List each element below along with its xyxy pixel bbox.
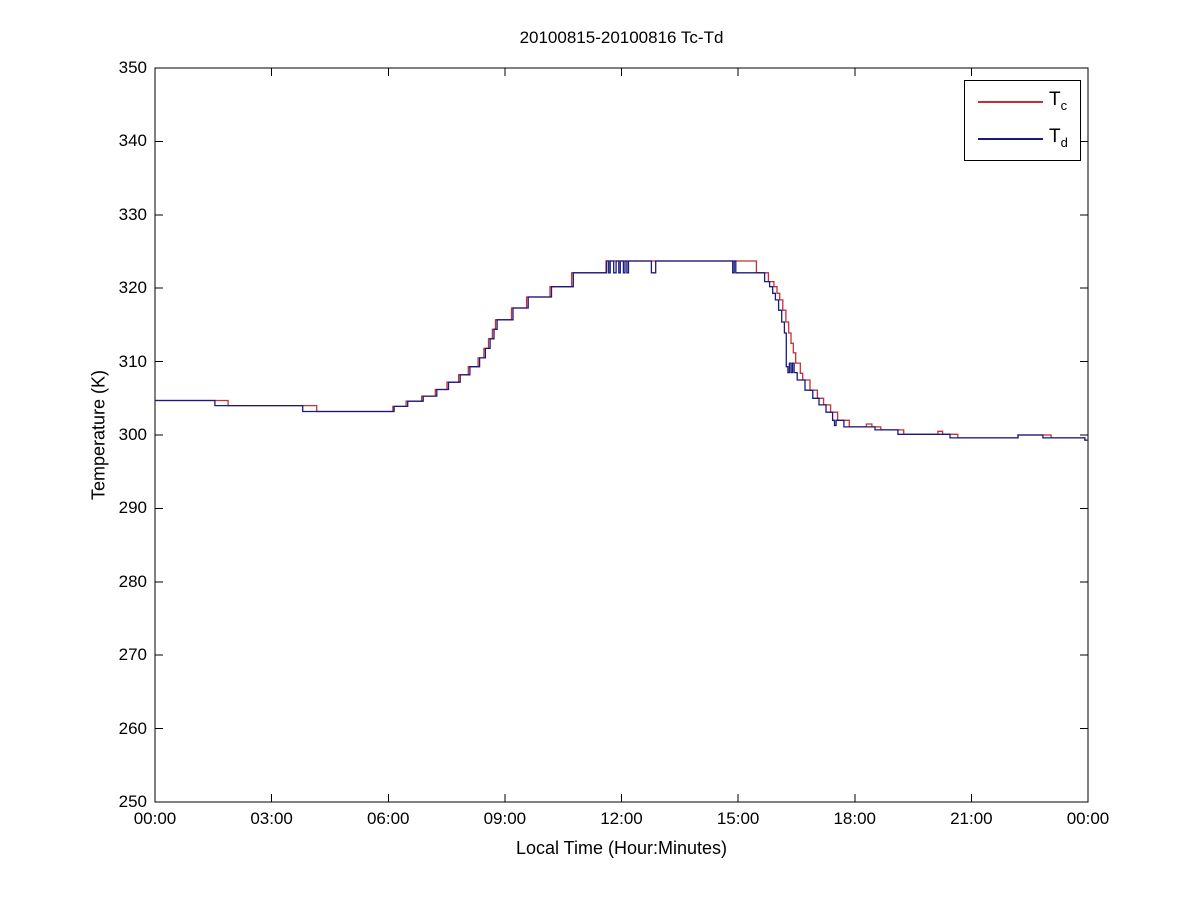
y-tick-label: 320: [118, 278, 147, 298]
series-tc-line: [155, 260, 1088, 441]
x-axis-label: Local Time (Hour:Minutes): [515, 838, 728, 858]
legend-label-tc: Tc: [1049, 89, 1068, 113]
y-tick-label: 350: [118, 58, 147, 77]
y-tick-label: 270: [118, 645, 147, 665]
series-td-line: [155, 260, 1088, 441]
y-tick-label: 260: [118, 718, 147, 738]
x-tick-label: 03:00: [250, 809, 293, 828]
td-line-sample: [978, 138, 1043, 140]
chart-title: 20100815-20100816 Tc-Td: [519, 28, 724, 47]
x-tick-label: 06:00: [366, 809, 410, 828]
y-tick-label: 290: [118, 498, 147, 518]
legend: Tc Td: [964, 80, 1081, 161]
x-tick-label: 00:00: [1066, 809, 1110, 828]
x-tick-label: 12:00: [600, 809, 643, 828]
x-tick-label: 00:00: [133, 809, 177, 828]
x-tick-label: 15:00: [716, 809, 760, 828]
y-tick-label: 280: [118, 571, 147, 591]
legend-label-td: Td: [1049, 126, 1068, 150]
x-tick-label: 09:00: [483, 809, 527, 828]
y-tick-label: 340: [118, 131, 147, 151]
y-tick-label: 300: [118, 425, 147, 444]
x-tick-label: 18:00: [833, 809, 877, 828]
y-tick-label: 330: [118, 204, 147, 224]
legend-entry-td: Td: [965, 121, 1080, 157]
x-tick-label: 21:00: [950, 809, 993, 828]
y-tick-label: 310: [118, 351, 147, 371]
y-tick-label: 250: [118, 792, 147, 811]
tc-line-sample: [978, 101, 1043, 103]
axes-frame: [154, 67, 1089, 803]
legend-entry-tc: Tc: [965, 84, 1080, 120]
